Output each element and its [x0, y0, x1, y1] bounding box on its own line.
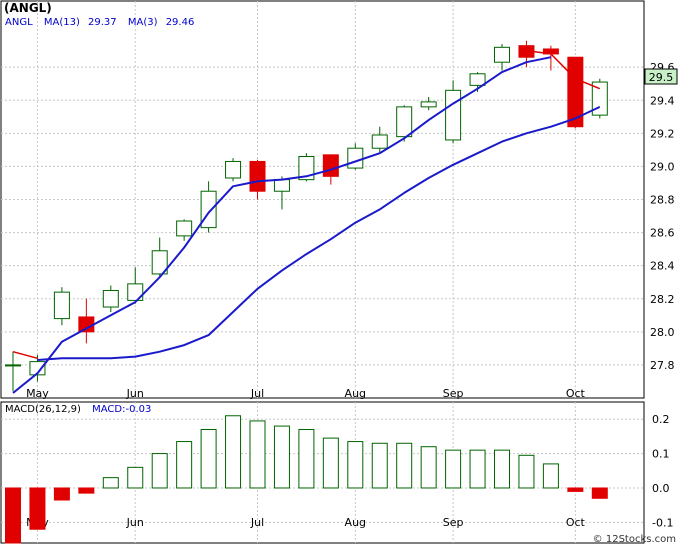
macd-bar — [542, 463, 559, 489]
candle-body — [29, 361, 46, 376]
candle-body — [396, 106, 413, 138]
candle-body — [249, 160, 266, 192]
candle-body — [469, 73, 486, 86]
chart-title: (ANGL) — [4, 1, 52, 15]
candle-body — [322, 154, 339, 177]
macd-bar — [322, 437, 339, 489]
macd-bar — [591, 487, 608, 499]
candle-body — [371, 134, 388, 149]
macd-panel — [0, 401, 645, 544]
ma-line-ma3 — [12, 350, 38, 360]
price-y-tick-label: 27.8 — [650, 359, 675, 372]
macd-bar — [200, 429, 217, 489]
macd-bar — [298, 429, 315, 489]
legend-ma3-value: 29.46 — [166, 17, 195, 28]
candle-body — [591, 81, 608, 116]
macd-bar — [176, 441, 193, 489]
candle-body — [127, 283, 144, 301]
macd-x-tick-label: Sep — [443, 516, 464, 529]
candle-body — [5, 364, 21, 367]
macd-bar — [151, 453, 168, 489]
macd-x-tick-label: Jul — [250, 516, 264, 529]
macd-legend-value: MACD:-0.03 — [92, 404, 151, 415]
ma-line-ma13 — [12, 56, 552, 394]
price-y-axis: 27.828.028.228.428.628.829.029.229.429.6 — [650, 61, 675, 372]
candle-body — [420, 101, 437, 108]
macd-bar — [371, 442, 388, 489]
price-y-tick-label: 28.8 — [650, 194, 675, 207]
last-price-tag: 29.5 — [644, 68, 678, 85]
macd-bar — [29, 487, 46, 530]
price-y-tick-label: 29.0 — [650, 160, 675, 173]
last-price-box — [644, 68, 678, 85]
candles — [5, 40, 608, 392]
price-x-tick-label: May — [26, 387, 49, 400]
price-x-tick-label: Sep — [443, 387, 464, 400]
price-x-tick-label: Oct — [566, 387, 586, 400]
price-y-tick-label: 29.4 — [650, 94, 675, 107]
price-x-axis: May Jun Jul Aug Sep Oct — [26, 387, 585, 400]
price-y-tick-label: 28.6 — [650, 227, 675, 240]
candle-body — [494, 46, 510, 63]
macd-bar — [494, 449, 510, 489]
macd-x-tick-label: Aug — [345, 516, 366, 529]
macd-bar — [102, 477, 119, 489]
candle-body — [53, 291, 70, 320]
price-x-tick-label: Jun — [126, 387, 144, 400]
macd-bar — [249, 420, 266, 489]
macd-bar — [225, 415, 242, 489]
macd-bar — [273, 425, 290, 489]
price-y-tick-label: 29.2 — [650, 127, 675, 140]
last-price-label: 29.5 — [649, 71, 674, 84]
macd-bar — [445, 449, 462, 489]
macd-y-tick-label: 0.2 — [652, 413, 670, 426]
price-legend: ANGL MA(13) 29.37 MA(3) 29.46 — [5, 17, 194, 28]
candle-body — [225, 160, 242, 179]
legend-ma13-value: 29.37 — [88, 17, 117, 28]
price-y-tick-label: 28.2 — [650, 293, 675, 306]
macd-bar — [127, 466, 144, 489]
macd-bar — [567, 487, 584, 492]
macd-y-axis: -0.1 0.0 0.1 0.2 — [652, 413, 673, 529]
candle-body — [445, 89, 462, 141]
candle-body — [273, 179, 290, 192]
ma-line-ma20 — [37, 105, 601, 361]
macd-bar — [420, 446, 437, 489]
candle-body — [102, 289, 119, 308]
price-x-tick-label: Aug — [345, 387, 366, 400]
macd-x-tick-label: Jun — [126, 516, 144, 529]
price-y-tick-label: 28.4 — [650, 260, 675, 273]
ma-line-ma3 — [526, 49, 601, 90]
candle-body — [298, 155, 315, 181]
candle-body — [176, 220, 193, 237]
macd-legend: MACD(26,12,9) MACD:-0.03 — [5, 404, 151, 415]
macd-bar — [396, 442, 413, 489]
macd-bar — [347, 441, 364, 489]
legend-ma13-label: MA(13) — [44, 17, 80, 28]
candle-body — [200, 190, 217, 229]
macd-bar — [5, 487, 21, 544]
watermark: © 12Stocks.com — [593, 534, 676, 545]
macd-bar — [53, 487, 70, 501]
price-grid — [1, 1, 644, 398]
macd-bar — [469, 449, 486, 489]
macd-y-tick-label: 0.0 — [652, 482, 670, 495]
macd-legend-label: MACD(26,12,9) — [5, 404, 81, 415]
macd-bars — [5, 415, 608, 544]
macd-bar — [518, 454, 535, 489]
price-x-tick-label: Jul — [250, 387, 264, 400]
price-y-tick-label: 28.0 — [650, 326, 675, 339]
legend-ma3-label: MA(3) — [128, 17, 158, 28]
moving-average-lines — [12, 49, 601, 394]
macd-x-tick-label: Oct — [566, 516, 586, 529]
macd-bar — [78, 487, 95, 494]
candle-body — [151, 250, 168, 275]
macd-y-tick-label: 0.1 — [652, 448, 670, 461]
legend-ticker: ANGL — [5, 17, 33, 28]
candle-body — [347, 147, 364, 169]
macd-y-tick-label: -0.1 — [652, 516, 673, 529]
